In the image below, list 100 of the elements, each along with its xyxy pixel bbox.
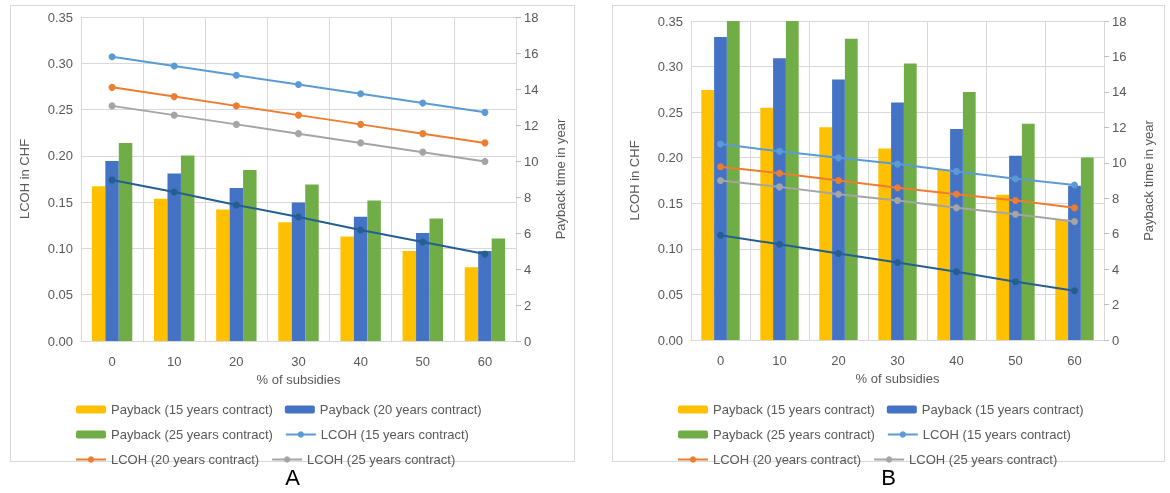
- bar: [878, 148, 892, 340]
- legend-label: LCOH (25 years contract): [909, 452, 1058, 467]
- y-tick-label: 0.05: [47, 287, 73, 303]
- point: [894, 184, 901, 192]
- bar: [305, 184, 319, 341]
- bar: [367, 200, 381, 341]
- y2-tick-label: 18: [1112, 13, 1127, 29]
- bar: [1055, 219, 1069, 340]
- point: [295, 213, 302, 221]
- y-tick-label: 0.05: [657, 286, 683, 302]
- point: [1012, 197, 1019, 205]
- y-tick-label: 0.35: [657, 13, 683, 29]
- bar: [340, 236, 354, 341]
- x-axis-title: % of subsidies: [256, 371, 341, 387]
- point: [717, 177, 724, 184]
- point: [835, 190, 842, 198]
- point: [1071, 287, 1078, 295]
- bar: [353, 216, 368, 341]
- legend-label: LCOH (25 years contract): [307, 452, 456, 467]
- point: [170, 93, 178, 101]
- point: [835, 177, 842, 184]
- point: [295, 130, 302, 138]
- y2-tick-label: 8: [524, 189, 532, 205]
- y-tick-label: 0.15: [47, 194, 73, 210]
- bar: [167, 173, 181, 341]
- bar: [216, 209, 230, 341]
- point: [357, 226, 365, 234]
- bar: [1080, 157, 1094, 340]
- bar: [291, 202, 306, 341]
- point: [894, 259, 901, 267]
- point: [717, 140, 724, 148]
- bar: [1009, 155, 1022, 340]
- bar: [937, 169, 951, 340]
- y2-tick-label: 4: [1112, 261, 1120, 277]
- legend-label: Payback (15 years contract): [713, 402, 875, 417]
- y-axis-title: LCOH in CHF: [627, 140, 642, 221]
- x-tick-label: 40: [949, 353, 964, 368]
- y-axis-title: LCOH in CHF: [17, 138, 32, 220]
- point: [232, 201, 240, 209]
- y-tick-label: 0.00: [657, 332, 683, 348]
- point: [1071, 218, 1078, 226]
- legend-label: LCOH (15 years contract): [922, 427, 1071, 442]
- point: [481, 157, 489, 165]
- y-tick-label: 0.10: [47, 240, 73, 256]
- x-tick-label: 20: [831, 353, 846, 368]
- y-tick-label: 0.35: [47, 9, 73, 25]
- bar: [229, 188, 244, 341]
- point: [1012, 210, 1019, 218]
- y2-tick-label: 18: [524, 9, 539, 25]
- point: [776, 169, 783, 177]
- bar: [891, 102, 904, 340]
- point: [835, 249, 842, 257]
- bar: [402, 251, 417, 341]
- x-tick-label: 0: [716, 353, 725, 368]
- point: [232, 120, 240, 128]
- x-tick-label: 60: [1067, 353, 1082, 368]
- point: [295, 81, 302, 89]
- legend-label: LCOH (20 years contract): [111, 452, 260, 467]
- y2-tick-label: 16: [524, 45, 539, 61]
- point: [357, 139, 365, 147]
- bar: [1068, 185, 1081, 340]
- x-tick-label: 60: [477, 354, 493, 369]
- y-tick-label: 0.10: [657, 241, 683, 257]
- x-tick-label: 30: [291, 354, 306, 369]
- bar: [278, 222, 292, 341]
- bar: [760, 107, 774, 340]
- x-tick-label: 20: [229, 354, 244, 369]
- point: [953, 204, 960, 212]
- point: [894, 160, 901, 168]
- y2-tick-label: 2: [1112, 297, 1120, 313]
- point: [717, 231, 724, 239]
- y2-tick-label: 6: [524, 225, 532, 241]
- x-tick-label: 40: [353, 354, 368, 369]
- y2-tick-label: 12: [1112, 119, 1127, 135]
- point: [953, 190, 960, 198]
- y2-tick-label: 2: [524, 297, 532, 313]
- bar: [819, 127, 833, 340]
- bar: [714, 36, 727, 340]
- point: [232, 71, 240, 79]
- point: [419, 99, 427, 107]
- bar: [785, 21, 799, 340]
- y-tick-label: 0.25: [657, 104, 683, 120]
- legend-label: Payback (25 years contract): [111, 427, 273, 442]
- point: [894, 197, 901, 205]
- legend-label: Payback (15 years contract): [111, 402, 273, 417]
- point: [232, 102, 240, 110]
- x-tick-label: 50: [1008, 353, 1023, 368]
- point: [170, 62, 178, 70]
- point: [1071, 204, 1078, 212]
- x-tick-label: 10: [772, 353, 787, 368]
- point: [170, 111, 178, 119]
- bar: [950, 129, 963, 340]
- bar: [726, 21, 740, 340]
- y-tick-label: 0.30: [657, 59, 683, 75]
- point: [419, 130, 427, 138]
- bar: [91, 186, 106, 341]
- point: [108, 53, 116, 61]
- y2-tick-label: 4: [524, 261, 532, 277]
- y2-axis-title: Payback time in year: [553, 118, 568, 240]
- y-tick-label: 0.20: [657, 150, 683, 166]
